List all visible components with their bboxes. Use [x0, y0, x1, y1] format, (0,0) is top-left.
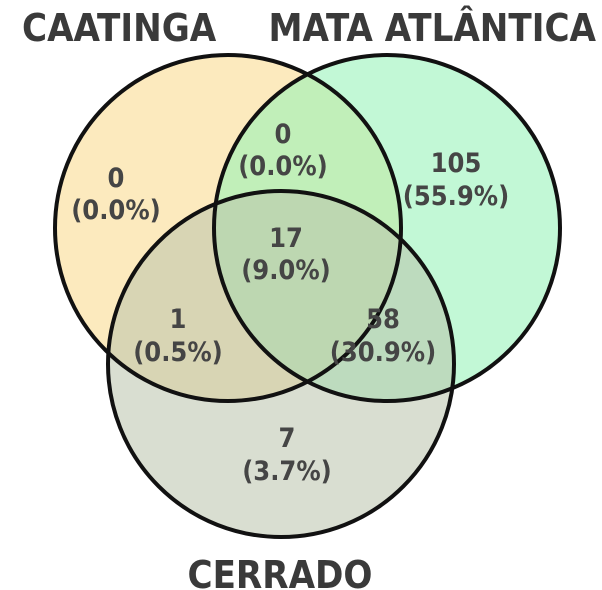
- region-percent: (0.0%): [71, 195, 161, 226]
- region-count: 1: [170, 304, 187, 335]
- region-caatinga-cerrado: 1 (0.5%): [133, 304, 223, 368]
- region-count: 17: [269, 223, 303, 254]
- region-percent: (0.5%): [133, 337, 223, 368]
- region-all-three: 17 (9.0%): [241, 223, 331, 286]
- cerrado-circle-outline: [106, 189, 456, 539]
- mata-atlantica-circle-outline: [212, 53, 562, 403]
- region-mata-only: 105 (55.9%): [403, 148, 509, 212]
- region-count: 0: [108, 163, 125, 194]
- caatinga-circle-outline: [53, 53, 403, 403]
- region-cerrado-only: 7 (3.7%): [242, 423, 332, 487]
- caatinga-label: CAATINGA: [22, 6, 217, 50]
- region-caatinga-mata: 0 (0.0%): [238, 119, 328, 182]
- region-percent: (55.9%): [403, 181, 509, 212]
- region-percent: (30.9%): [330, 337, 436, 368]
- region-caatinga-only: 0 (0.0%): [71, 163, 161, 226]
- region-percent: (3.7%): [242, 456, 332, 487]
- region-count: 58: [366, 304, 400, 335]
- region-count: 0: [275, 119, 292, 150]
- cerrado-label: CERRADO: [187, 553, 372, 590]
- region-percent: (0.0%): [238, 151, 328, 182]
- region-percent: (9.0%): [241, 255, 331, 286]
- region-count: 7: [279, 423, 296, 454]
- region-count: 105: [431, 148, 482, 179]
- region-mata-cerrado: 58 (30.9%): [330, 304, 436, 368]
- mata-atlantica-label: MATA ATLÂNTICA: [268, 6, 596, 50]
